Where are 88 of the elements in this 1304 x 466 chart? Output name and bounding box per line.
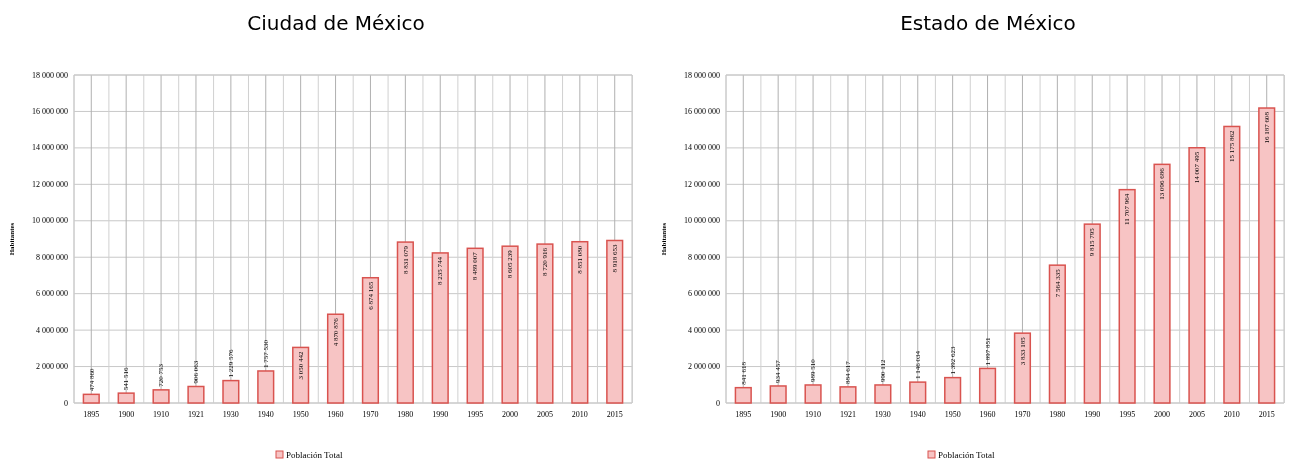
y-tick-label: 2 000 000 xyxy=(688,362,720,372)
x-tick-label: 1980 xyxy=(1049,410,1066,419)
x-tick-label: 1930 xyxy=(874,410,891,419)
y-tick-label: 14 000 000 xyxy=(684,143,720,153)
legend-label: Población Total xyxy=(938,450,995,460)
x-tick-label: 1960 xyxy=(327,410,344,419)
x-tick-label: 2000 xyxy=(502,410,519,419)
bar xyxy=(1048,264,1066,404)
y-tick-label: 6 000 000 xyxy=(688,289,720,299)
x-tick-label: 1940 xyxy=(257,410,274,419)
bar xyxy=(978,367,997,404)
bar xyxy=(769,385,787,404)
y-tick-label: 8 000 000 xyxy=(36,252,68,262)
y-tick-label: 2 000 000 xyxy=(36,362,68,372)
bar xyxy=(1083,223,1101,404)
y-tick-label: 14 000 000 xyxy=(32,143,68,153)
x-tick-label: 1995 xyxy=(467,410,484,419)
y-tick-label: 4 000 000 xyxy=(688,325,720,335)
bar xyxy=(326,313,345,404)
x-tick-label: 1900 xyxy=(118,410,135,419)
x-tick-label: 2015 xyxy=(606,410,623,419)
bar xyxy=(1153,163,1171,404)
y-tick-label: 4 000 000 xyxy=(36,325,68,335)
bar xyxy=(501,245,519,404)
x-tick-label: 1990 xyxy=(1084,410,1101,419)
bar xyxy=(257,370,275,404)
bar xyxy=(944,376,962,404)
bar xyxy=(222,379,240,404)
bar xyxy=(571,240,589,404)
x-tick-label: 1900 xyxy=(770,410,787,419)
x-tick-label: 1921 xyxy=(839,410,856,419)
bar xyxy=(839,386,857,404)
x-tick-label: 1895 xyxy=(83,410,100,419)
x-tick-label: 1950 xyxy=(944,410,961,419)
x-tick-label: 2000 xyxy=(1154,410,1171,419)
legend-label: Población Total xyxy=(286,450,343,460)
bar xyxy=(1118,188,1136,404)
y-tick-label: 0 xyxy=(64,398,68,408)
x-tick-label: 1990 xyxy=(432,410,449,419)
bar xyxy=(1013,332,1032,404)
bar xyxy=(1258,107,1276,404)
x-tick-label: 1910 xyxy=(805,410,822,419)
bar xyxy=(117,392,135,404)
bar xyxy=(187,385,205,404)
x-tick-label: 2010 xyxy=(1223,410,1240,419)
bar xyxy=(292,346,310,404)
x-tick-label: 1940 xyxy=(909,410,926,419)
bar xyxy=(734,386,752,404)
y-tick-label: 8 000 000 xyxy=(688,252,720,262)
x-tick-label: 1950 xyxy=(292,410,309,419)
bar xyxy=(1188,147,1206,404)
y-tick-label: 10 000 000 xyxy=(32,216,68,226)
bar xyxy=(466,247,484,404)
bar xyxy=(536,243,554,404)
y-tick-label: 12 000 000 xyxy=(32,179,68,189)
chart-title: Estado de México xyxy=(900,11,1076,35)
x-tick-label: 1960 xyxy=(979,410,996,419)
bar xyxy=(396,241,414,404)
x-tick-label: 1895 xyxy=(735,410,752,419)
y-tick-label: 18 000 000 xyxy=(32,70,68,80)
x-tick-label: 1995 xyxy=(1119,410,1136,419)
x-tick-label: 2010 xyxy=(571,410,588,419)
x-tick-label: 2005 xyxy=(1188,410,1205,419)
bar xyxy=(874,384,892,404)
x-tick-label: 2005 xyxy=(536,410,553,419)
bar xyxy=(152,389,170,404)
y-tick-label: 10 000 000 xyxy=(684,216,720,226)
y-tick-label: 16 000 000 xyxy=(32,107,68,116)
x-tick-label: 1970 xyxy=(362,410,379,419)
x-tick-label: 1910 xyxy=(153,410,170,419)
bar xyxy=(909,381,927,404)
x-tick-label: 1930 xyxy=(222,410,239,419)
y-tick-label: 12 000 000 xyxy=(684,179,720,189)
y-tick-label: 6 000 000 xyxy=(36,289,68,299)
bar xyxy=(361,276,380,404)
bar xyxy=(606,239,624,404)
bar xyxy=(804,384,822,404)
x-tick-label: 1980 xyxy=(397,410,414,419)
x-tick-label: 1921 xyxy=(187,410,204,419)
y-tick-label: 18 000 000 xyxy=(684,70,720,80)
bar xyxy=(1223,125,1241,404)
x-tick-label: 1970 xyxy=(1014,410,1031,419)
chart-title: Ciudad de México xyxy=(247,11,425,35)
y-tick-label: 16 000 000 xyxy=(684,107,720,116)
x-tick-label: 2015 xyxy=(1258,410,1275,419)
y-tick-label: 0 xyxy=(716,398,720,408)
bar xyxy=(82,393,100,404)
bar xyxy=(431,252,449,404)
